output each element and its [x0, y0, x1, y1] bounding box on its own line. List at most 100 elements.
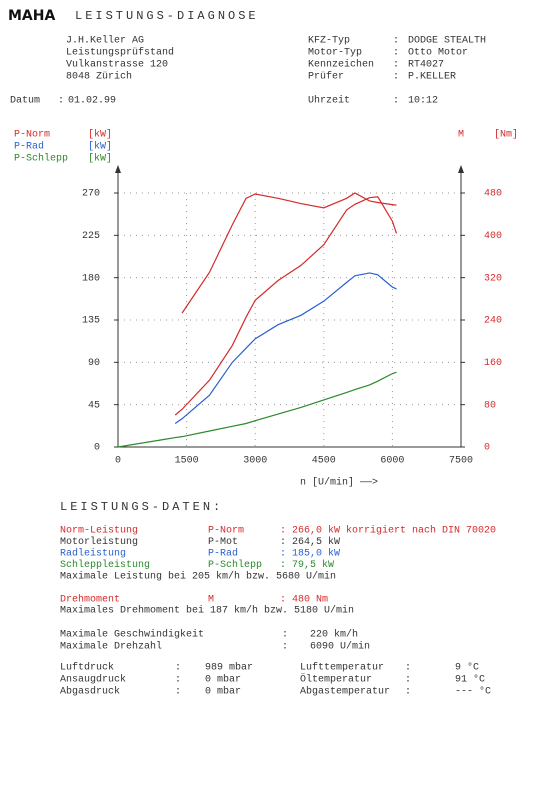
series-line: [117, 371, 397, 448]
arrow: [115, 165, 121, 173]
y-tick-label: 270: [82, 189, 100, 200]
ambient-field: 0 mbar: [205, 674, 241, 686]
x-tick-label: 4500: [312, 456, 336, 467]
ambient-field: Abgastemperatur: [300, 686, 390, 698]
power-field: Schleppleistung: [60, 559, 150, 571]
torque-field: Drehmoment: [60, 594, 120, 606]
y2-tick-label: 400: [484, 231, 502, 242]
ambient-field: 0 mbar: [205, 686, 241, 698]
legend-name: P-Rad: [14, 141, 44, 153]
series-line: [174, 196, 398, 416]
ambient-field: 9 °C: [455, 662, 479, 674]
power-field: :: [280, 526, 286, 537]
power-field: :: [280, 560, 286, 571]
ambient-field: :: [175, 663, 181, 674]
x-tick-label: 0: [115, 456, 121, 467]
ambient-field: :: [175, 675, 181, 686]
address-line: Leistungsprüfstand: [66, 47, 174, 59]
time-field: 10:12: [408, 96, 438, 107]
series-line: [181, 192, 397, 314]
y2-tick-label: 160: [484, 358, 502, 369]
ambient-field: --- °C: [455, 686, 491, 698]
ambient-field: Öltemperatur: [300, 673, 372, 686]
legend-name: P-Norm: [14, 130, 50, 141]
date-field: :: [58, 96, 64, 107]
ambient-field: 91 °C: [455, 674, 485, 686]
torque-max: Maximales Drehmoment bei 187 km/h bzw. 5…: [60, 605, 354, 617]
power-field: Motorleistung: [60, 536, 138, 548]
power-field: 266,0 kW korrigiert nach DIN 70020: [292, 525, 496, 537]
arrow: [458, 165, 464, 173]
speed-field: :: [282, 630, 288, 641]
y-tick-label: 45: [88, 400, 100, 411]
ambient-field: :: [405, 687, 411, 698]
power-field: 185,0 kW: [292, 548, 340, 560]
power-field: Norm-Leistung: [60, 525, 138, 537]
y2-tick-label: 80: [484, 400, 496, 411]
x-tick-label: 6000: [380, 456, 404, 467]
address-line: J.H.Keller AG: [66, 35, 144, 47]
y-tick-label: 90: [88, 358, 100, 369]
y-tick-label: 225: [82, 231, 100, 242]
speed-field: Maximale Geschwindigkeit: [60, 629, 204, 641]
y-tick-label: 135: [82, 316, 100, 327]
power-field: P-Rad: [208, 548, 238, 560]
x-tick-label: 1500: [175, 456, 199, 467]
y-tick-label: 0: [94, 443, 100, 454]
speed-field: :: [282, 642, 288, 653]
speed-field: Maximale Drehzahl: [60, 641, 162, 653]
vehicle-field: :: [393, 72, 399, 83]
legend-unit: [kW]: [88, 141, 112, 153]
vehicle-field: Otto Motor: [408, 48, 468, 59]
title: LEISTUNGS-DIAGNOSE: [75, 9, 259, 23]
y2-tick-label: 240: [484, 316, 502, 327]
y2-tick-label: 0: [484, 443, 490, 454]
legend-unit: [kW]: [88, 153, 112, 165]
torque-field: 480 Nm: [292, 595, 328, 606]
ambient-field: Luftdruck: [60, 662, 114, 674]
vehicle-field: :: [393, 60, 399, 71]
y-tick-label: 180: [82, 273, 100, 284]
legend-unit: [kW]: [88, 129, 112, 141]
ambient-field: :: [405, 663, 411, 674]
legend-name: M: [458, 130, 464, 141]
power-field: P-Mot: [208, 537, 238, 548]
ambient-field: :: [405, 675, 411, 686]
power-field: :: [280, 537, 286, 548]
power-field: 79,5 kW: [292, 559, 334, 571]
logo: MAHA: [8, 8, 55, 24]
vehicle-field: Kennzeichen: [308, 59, 374, 71]
vehicle-field: :: [393, 48, 399, 59]
torque-field: :: [280, 595, 286, 606]
time-field: :: [393, 96, 399, 107]
address-line: Vulkanstrasse 120: [66, 59, 168, 71]
vehicle-field: RT4027: [408, 60, 444, 71]
series-line: [174, 272, 397, 424]
speed-field: 6090 U/min: [310, 641, 370, 653]
address-line: 8048 Zürich: [66, 71, 132, 83]
ambient-field: Abgasdruck: [60, 686, 120, 698]
power-field: 264,5 kW: [292, 536, 340, 548]
legend-unit: [Nm]: [494, 129, 518, 141]
ambient-field: :: [175, 687, 181, 698]
section-heading: LEISTUNGS-DATEN:: [60, 500, 223, 514]
vehicle-field: Prüfer: [308, 71, 344, 83]
y2-tick-label: 320: [484, 273, 502, 284]
torque-field: M: [208, 595, 214, 606]
power-field: P-Norm: [208, 526, 244, 537]
power-max: Maximale Leistung bei 205 km/h bzw. 5680…: [60, 571, 336, 583]
x-tick-label: 7500: [449, 456, 473, 467]
date-field: Datum: [10, 96, 40, 107]
vehicle-field: KFZ-Typ: [308, 36, 350, 47]
ambient-field: Ansaugdruck: [60, 674, 126, 686]
vehicle-field: DODGE STEALTH: [408, 36, 486, 47]
date-field: 01.02.99: [68, 96, 116, 107]
x-tick-label: 3000: [243, 456, 267, 467]
power-field: Radleistung: [60, 548, 126, 560]
power-field: P-Schlepp: [208, 559, 262, 571]
y2-tick-label: 480: [484, 189, 502, 200]
vehicle-field: Motor-Typ: [308, 48, 362, 59]
vehicle-field: :: [393, 36, 399, 47]
power-field: :: [280, 549, 286, 560]
